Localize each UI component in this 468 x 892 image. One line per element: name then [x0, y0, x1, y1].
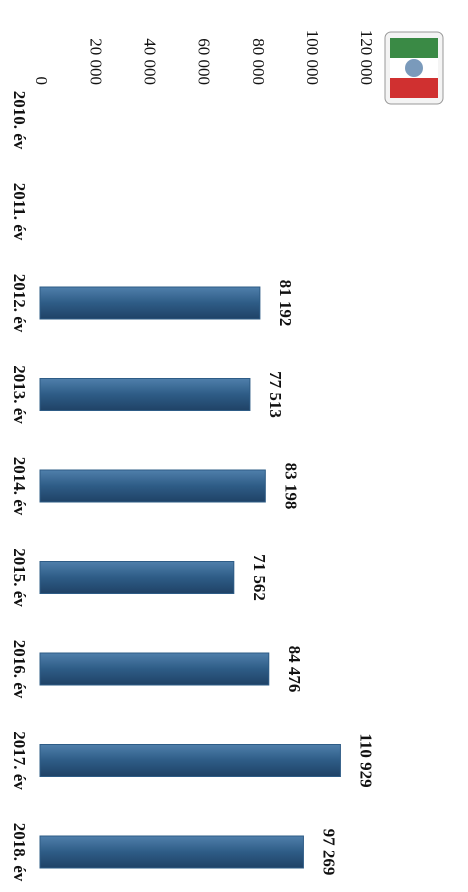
- data-label: 77 513: [266, 371, 285, 418]
- logo: [384, 31, 444, 105]
- data-label: 97 269: [320, 829, 339, 876]
- y-tick-label: 2012. év: [10, 274, 29, 333]
- x-tick-label: 20 000: [86, 38, 105, 85]
- data-label: 110 929: [357, 733, 376, 787]
- y-tick-label: 2013. év: [10, 365, 29, 424]
- data-label: 83 198: [281, 463, 300, 510]
- bar: [39, 652, 270, 686]
- y-tick-label: 2018. év: [10, 823, 29, 882]
- data-label: 71 562: [250, 554, 269, 601]
- y-tick-label: 2011. év: [10, 183, 29, 241]
- bar: [39, 561, 235, 594]
- x-tick-label: 60 000: [195, 38, 214, 85]
- y-tick-label: 2014. év: [10, 457, 29, 516]
- bar: [39, 744, 341, 777]
- data-label: 84 476: [285, 646, 304, 693]
- y-tick-label: 2010. év: [10, 91, 29, 150]
- data-label: 81 192: [276, 280, 295, 327]
- x-tick-label: 40 000: [140, 38, 159, 85]
- bar: [39, 378, 251, 411]
- x-tick-label: 120 000: [357, 30, 376, 85]
- y-tick-label: 2016. év: [10, 640, 29, 699]
- bar: [39, 469, 266, 503]
- bar: [39, 835, 304, 869]
- x-tick-label: 100 000: [303, 30, 322, 85]
- y-tick-label: 2015. év: [10, 548, 29, 607]
- x-tick-label: 80 000: [249, 38, 268, 85]
- bar: [39, 286, 261, 320]
- y-tick-label: 2017. év: [10, 731, 29, 790]
- x-tick-label: 0: [32, 77, 51, 86]
